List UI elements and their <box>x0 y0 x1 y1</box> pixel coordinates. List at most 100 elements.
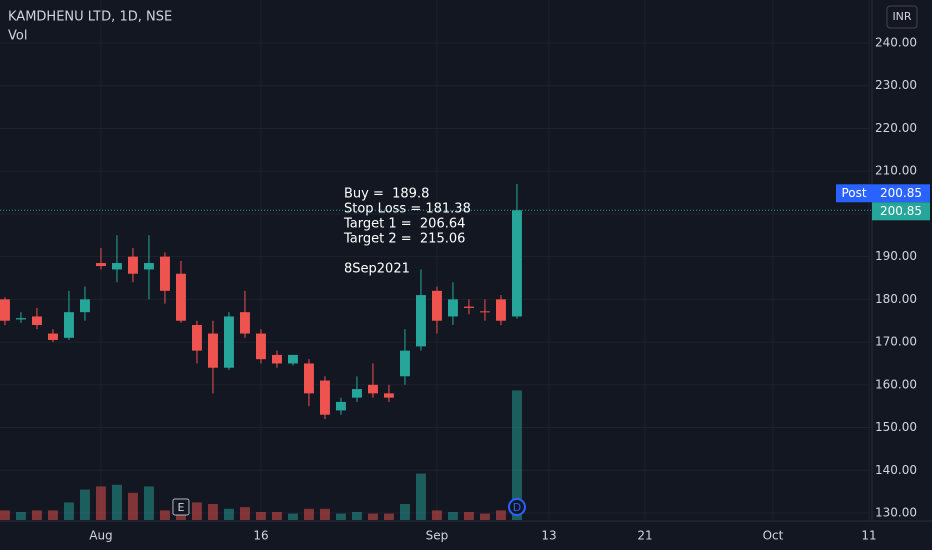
y-tick-label: 230.00 <box>875 78 917 92</box>
annotation-date: 8Sep2021 <box>344 262 410 277</box>
volume-bar <box>64 502 74 520</box>
volume-bar <box>192 502 202 520</box>
candle-body <box>64 312 74 338</box>
candle-body <box>448 299 458 317</box>
post-price: 200.85 <box>880 186 922 200</box>
annotation-line: Target 2 = 215.06 <box>343 232 465 247</box>
volume-bar <box>384 513 394 520</box>
y-tick-label: 180.00 <box>875 292 917 306</box>
candle-body <box>304 363 314 394</box>
candle-body <box>192 325 202 351</box>
currency: INR <box>892 10 911 23</box>
y-tick-label: 240.00 <box>875 36 917 50</box>
candle-body <box>384 393 394 398</box>
volume-bar <box>288 513 298 520</box>
last-price-box <box>872 202 930 221</box>
annotation-line: Buy = 189.8 <box>344 187 429 202</box>
candle-body <box>480 311 490 313</box>
volume-bar <box>128 492 138 520</box>
candle-body <box>112 263 122 270</box>
candle-body <box>416 295 426 347</box>
y-tick-label: 210.00 <box>875 164 917 178</box>
volume-bar <box>208 504 218 520</box>
candle-body <box>256 333 266 360</box>
candle-body <box>208 333 218 368</box>
x-tick-label: Aug <box>89 529 112 543</box>
y-tick-label: 160.00 <box>875 377 917 391</box>
event-label: E <box>177 501 184 514</box>
volume-bar <box>272 512 282 520</box>
last-price: 200.85 <box>880 204 922 218</box>
annotation-line: Target 1 = 206.64 <box>343 217 465 232</box>
volume-bar <box>496 510 506 520</box>
post-label: Post <box>841 186 866 200</box>
volume-bar <box>400 504 410 520</box>
volume-bar <box>448 512 458 520</box>
volume-bar <box>240 507 250 520</box>
post-price-box <box>872 184 930 203</box>
candle-body <box>160 256 170 291</box>
y-tick-label: 220.00 <box>875 121 917 135</box>
candle-body <box>32 316 42 325</box>
candle-body <box>176 273 186 321</box>
volume-bar <box>224 508 234 520</box>
candle-body <box>80 299 90 313</box>
volume-bar <box>48 510 58 520</box>
candle-body <box>496 299 506 321</box>
candle-body <box>16 318 26 320</box>
volume-bar <box>0 510 10 520</box>
event-label: D <box>513 501 521 514</box>
candle-body <box>512 210 522 317</box>
volume-bar <box>96 486 106 520</box>
candle-body <box>352 389 362 398</box>
symbol-title: KAMDHENU LTD, 1D, NSE <box>8 10 172 25</box>
volume-label: Vol <box>8 29 27 44</box>
volume-bar <box>304 508 314 520</box>
candle-body <box>400 350 410 377</box>
volume-bar <box>480 513 490 520</box>
y-tick-label: 170.00 <box>875 335 917 349</box>
volume-bar <box>16 512 26 520</box>
candle-body <box>272 354 282 364</box>
volume-bar <box>432 510 442 520</box>
candle-body <box>224 316 234 368</box>
volume-bar <box>160 510 170 520</box>
volume-bar <box>416 473 426 520</box>
volume-bar <box>320 508 330 520</box>
candle-body <box>320 380 330 415</box>
y-tick-label: 130.00 <box>875 506 917 520</box>
x-tick-label: 21 <box>637 529 652 543</box>
candle-body <box>48 333 58 340</box>
event-marker <box>507 498 526 516</box>
candle-body <box>432 290 442 321</box>
candle-body <box>336 401 346 411</box>
x-tick-label: Sep <box>426 529 449 543</box>
x-tick-label: 13 <box>541 529 556 543</box>
candle-body <box>288 354 298 364</box>
volume-bar <box>32 510 42 520</box>
volume-bar <box>80 489 90 520</box>
volume-bar <box>512 390 522 520</box>
candle-body <box>128 256 138 274</box>
event-marker <box>172 498 190 516</box>
candle-body <box>0 299 10 321</box>
y-tick-label: 190.00 <box>875 249 917 263</box>
volume-bar <box>464 512 474 520</box>
annotation-line: Stop Loss = 181.38 <box>344 202 471 217</box>
x-tick-label: 11 <box>861 529 876 543</box>
x-tick-label: 16 <box>253 529 268 543</box>
volume-bar <box>352 512 362 520</box>
candle-body <box>96 263 106 267</box>
x-tick-label: Oct <box>763 529 784 543</box>
currency-box[interactable] <box>886 5 918 29</box>
y-tick-label: 140.00 <box>875 463 917 477</box>
candle-body <box>368 384 378 394</box>
volume-bar <box>112 484 122 520</box>
candle-body <box>240 312 250 334</box>
volume-bar <box>336 513 346 520</box>
post-label-box <box>836 184 872 203</box>
candle-body <box>464 306 474 308</box>
volume-bar <box>256 512 266 520</box>
